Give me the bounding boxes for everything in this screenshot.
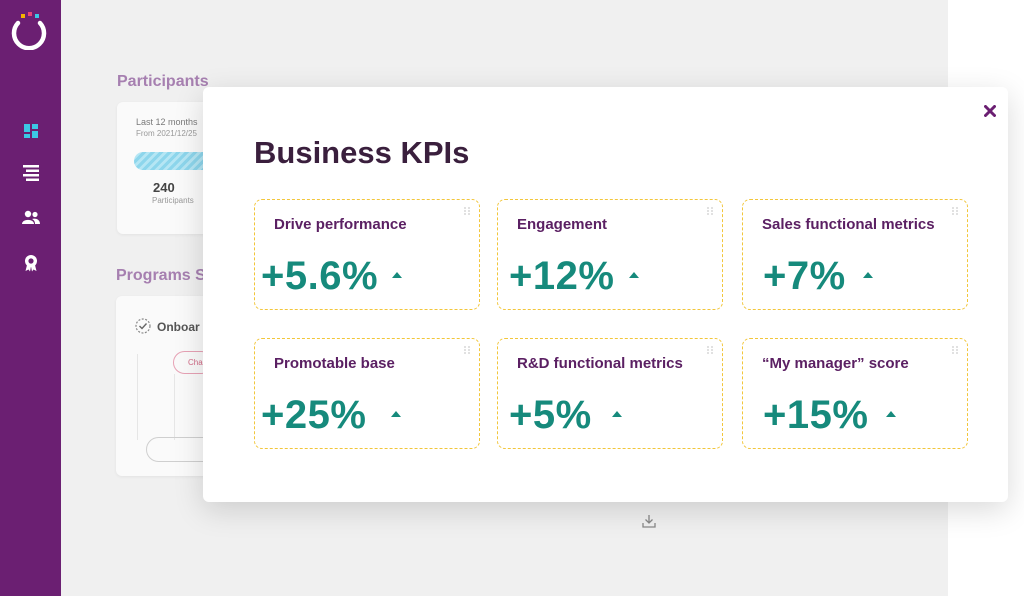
kpi-label: Sales functional metrics — [762, 216, 935, 233]
trend-up-icon — [392, 272, 402, 278]
participants-section-title: Participants — [117, 73, 209, 90]
drag-handle-icon[interactable] — [706, 345, 714, 355]
kpi-card[interactable]: Engagement +12% — [497, 199, 723, 310]
drag-handle-icon[interactable] — [463, 206, 471, 216]
kpi-card[interactable]: Drive performance +5.6% — [254, 199, 480, 310]
modal-title: Business KPIs — [254, 135, 470, 170]
participants-count: 240 — [153, 180, 175, 195]
programs-card — [116, 296, 216, 476]
nav-item-dashboard[interactable] — [18, 118, 44, 144]
period-label: Last 12 months — [136, 117, 198, 127]
trend-up-icon — [629, 272, 639, 278]
close-icon — [984, 105, 996, 117]
trend-up-icon — [886, 411, 896, 417]
kpi-value: +5% — [509, 393, 592, 437]
nav-item-awards[interactable] — [18, 250, 44, 276]
kpi-card[interactable]: R&D functional metrics +5% — [497, 338, 723, 449]
drag-handle-icon[interactable] — [951, 345, 959, 355]
nav-item-list[interactable] — [18, 160, 44, 186]
participants-count-label: Participants — [152, 196, 194, 205]
trend-up-icon — [863, 272, 873, 278]
drag-handle-icon[interactable] — [706, 206, 714, 216]
dashboard-icon — [24, 124, 38, 138]
program-name: Onboar — [157, 320, 200, 334]
programs-section-title: Programs St — [116, 267, 212, 284]
kpi-label: Promotable base — [274, 355, 395, 372]
drag-handle-icon[interactable] — [463, 345, 471, 355]
participants-progress-bar — [134, 152, 214, 170]
kpi-label: Drive performance — [274, 216, 407, 233]
download-icon[interactable] — [641, 513, 657, 529]
drag-handle-icon[interactable] — [951, 206, 959, 216]
kpi-value: +12% — [509, 254, 615, 298]
brand-ring-logo[interactable] — [9, 10, 49, 50]
kpi-value: +25% — [261, 393, 367, 437]
kpi-value: +7% — [763, 254, 846, 298]
kpi-value: +5.6% — [261, 254, 379, 298]
close-button[interactable] — [982, 103, 998, 119]
kpi-card[interactable]: “My manager” score +15% — [742, 338, 968, 449]
divider — [137, 354, 138, 440]
users-icon — [22, 210, 40, 224]
kpi-label: R&D functional metrics — [517, 355, 683, 372]
check-circle-icon — [135, 318, 151, 334]
kpi-label: “My manager” score — [762, 355, 909, 372]
award-icon — [25, 255, 37, 272]
kpi-card[interactable]: Sales functional metrics +7% — [742, 199, 968, 310]
kpi-value: +15% — [763, 393, 869, 437]
nav-item-users[interactable] — [18, 204, 44, 230]
kpi-card[interactable]: Promotable base +25% — [254, 338, 480, 449]
date-range: From 2021/12/25 — [136, 129, 197, 138]
kpi-label: Engagement — [517, 216, 608, 233]
business-kpis-modal: Business KPIs Drive performance +5.6% En… — [203, 87, 1008, 502]
list-icon — [23, 165, 39, 181]
divider — [174, 374, 175, 440]
sidebar — [0, 0, 61, 596]
trend-up-icon — [391, 411, 401, 417]
trend-up-icon — [612, 411, 622, 417]
